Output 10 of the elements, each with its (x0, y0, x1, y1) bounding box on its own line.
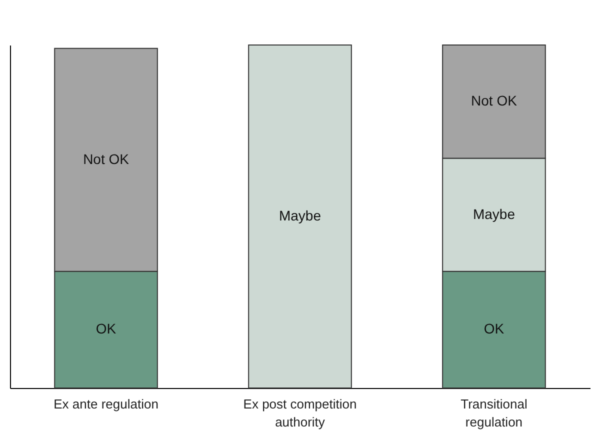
x-tick-label: Ex post competition authority (243, 396, 357, 430)
series-label: Maybe (278, 208, 322, 224)
series-label: Not OK (471, 92, 518, 109)
text: Not OK (83, 150, 129, 167)
x-tick-label: Ex ante regulation (54, 396, 158, 412)
x-tick-label: Transitional regulation (460, 396, 528, 430)
text: OK (96, 320, 116, 337)
series-label: OK (484, 320, 505, 337)
bar (248, 44, 352, 388)
text: Maybe (472, 206, 515, 222)
